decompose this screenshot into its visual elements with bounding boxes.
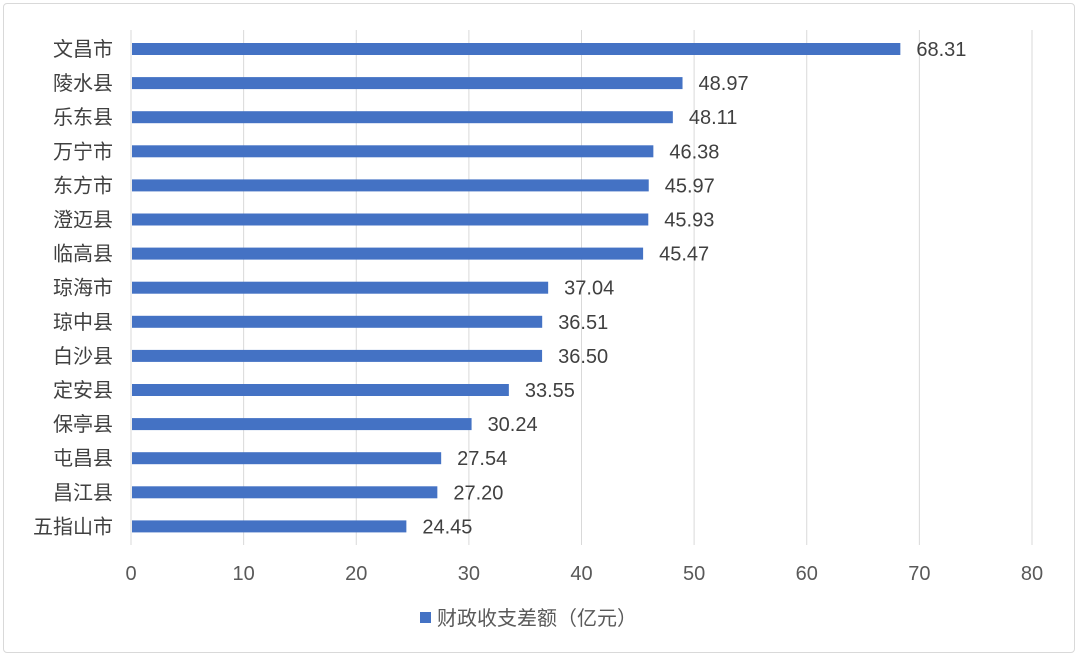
bar [132,247,644,260]
value-labels: 68.31 48.97 48.11 46.38 45.97 45.93 45.47 37.04… [422,39,966,538]
data-label: 45.93 [664,210,714,232]
x-tick-label: 80 [1021,563,1043,585]
bar [132,349,543,362]
category-label: 白沙县 [53,344,113,368]
bar [132,315,543,328]
data-label: 36.51 [558,312,608,334]
data-label: 68.31 [916,39,966,61]
data-label: 45.97 [665,175,715,197]
data-label: 48.11 [689,107,738,129]
legend: 财政收支差额（亿元） [420,606,637,630]
bar [132,418,472,431]
category-label: 万宁市 [53,139,113,163]
category-label: 乐东县 [53,105,113,129]
bar [132,77,683,90]
x-tick-label: 40 [570,563,592,585]
category-label: 临高县 [53,242,113,266]
bar [132,452,442,465]
x-tick-label: 50 [683,563,705,585]
x-tick-label: 30 [458,563,480,585]
bar [132,384,509,396]
x-tick-label: 70 [908,563,930,585]
category-label: 保亭县 [53,412,113,436]
bar [132,179,649,192]
category-labels: 文昌市陵水县乐东县万宁市东方市澄迈县临高县琼海市琼中县白沙县定安县保亭县屯昌县昌… [33,37,113,538]
data-label: 45.47 [659,244,709,266]
x-tick-label: 10 [233,563,255,585]
category-label: 琼海市 [53,276,113,300]
data-label: 24.45 [422,516,472,538]
bar [132,111,673,124]
bar [132,486,438,499]
data-label: 48.97 [699,73,749,95]
category-label: 澄迈县 [53,208,113,232]
bar [132,145,654,158]
data-label: 46.38 [669,141,719,163]
bar [132,213,649,226]
category-label: 五指山市 [33,514,113,538]
x-tick-label: 20 [345,563,367,585]
category-label: 昌江县 [53,480,113,504]
category-label: 文昌市 [53,37,113,61]
x-axis-tick-labels: 0 10 20 30 40 50 60 70 80 [125,563,1043,585]
data-label: 30.24 [488,414,538,436]
bar [132,43,901,55]
category-label: 定安县 [53,378,113,402]
legend-label: 财政收支差额（亿元） [437,606,637,630]
bar [132,520,407,533]
bars [132,43,901,533]
bar [132,281,549,294]
legend-swatch [420,612,431,623]
data-label: 33.55 [525,380,575,402]
data-label: 36.50 [558,346,608,368]
x-tick-label: 0 [125,563,136,585]
category-label: 屯昌县 [53,446,113,470]
x-tick-label: 60 [796,563,818,585]
category-label: 陵水县 [53,71,113,95]
data-label: 27.20 [453,482,503,504]
data-label: 37.04 [564,278,614,300]
data-label: 27.54 [457,448,507,470]
category-label: 琼中县 [53,310,113,334]
category-label: 东方市 [53,173,113,197]
